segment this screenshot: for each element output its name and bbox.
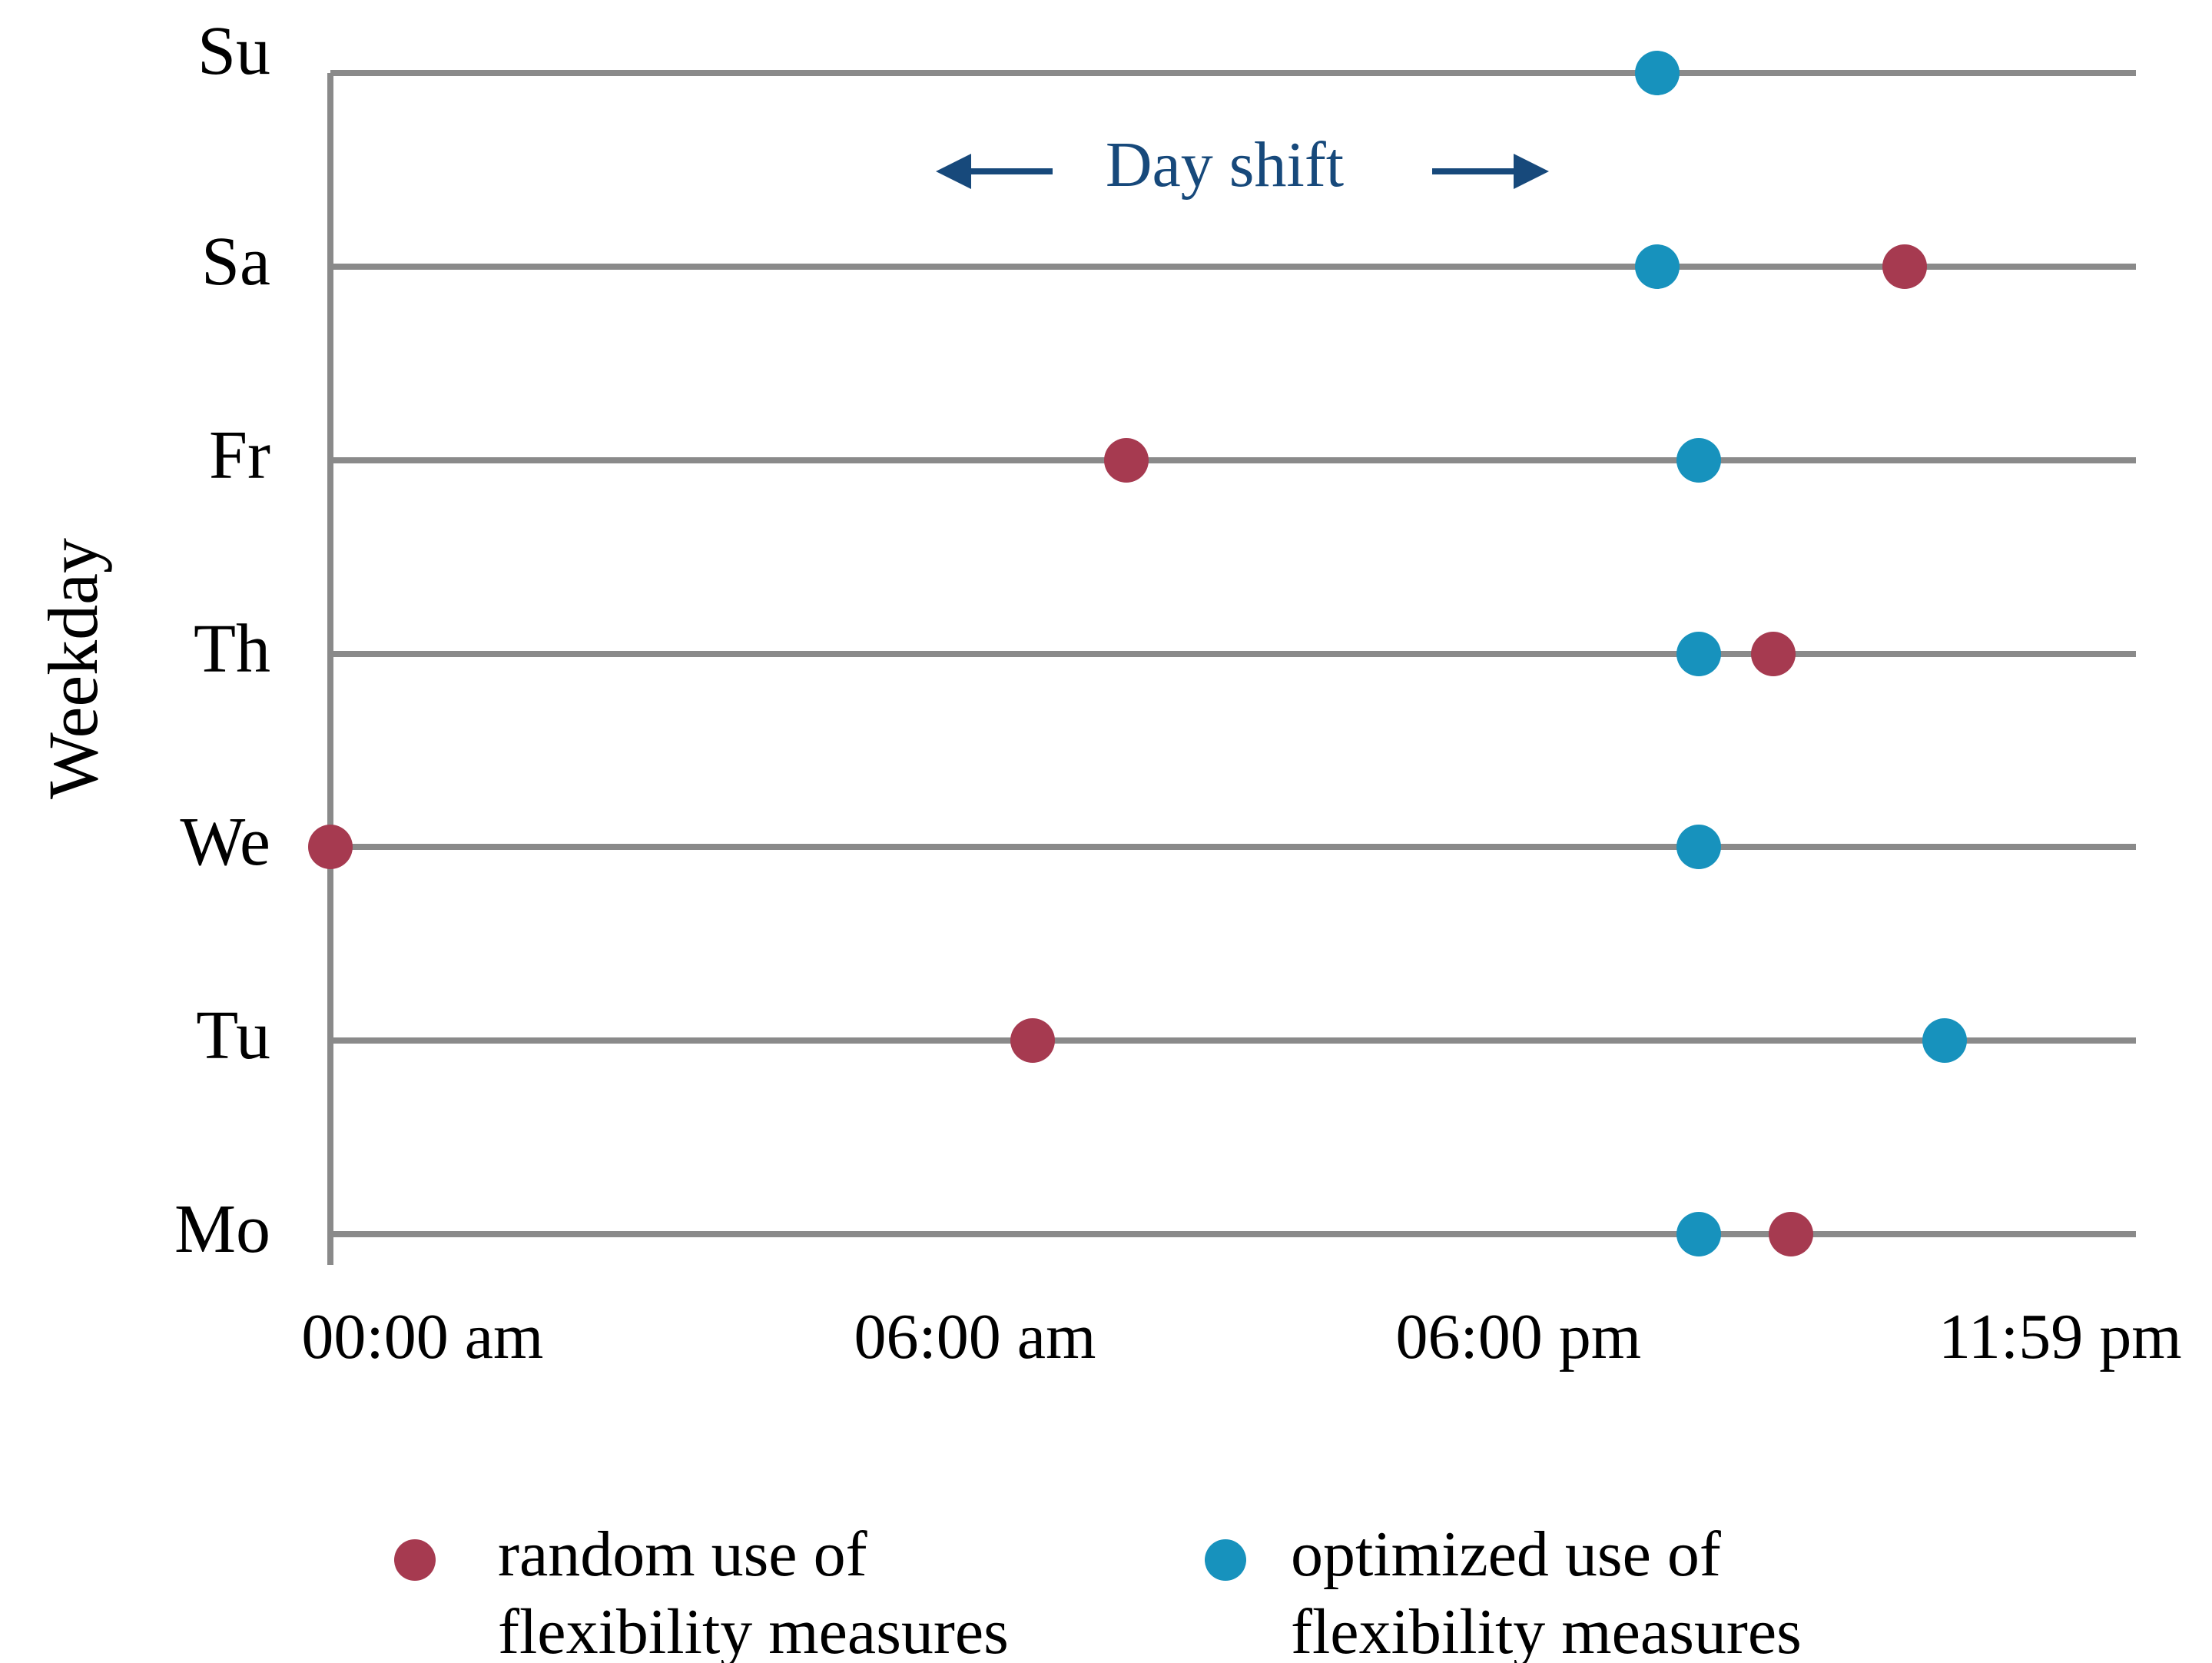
gridline-sa xyxy=(330,263,2136,270)
x-tick-label: 06:00 am xyxy=(854,1301,1096,1373)
arrow-shaft xyxy=(1432,168,1514,174)
data-point-optimized-su xyxy=(1635,51,1680,95)
gridline-su xyxy=(330,70,2136,76)
data-point-optimized-tu xyxy=(1922,1018,1967,1064)
legend-marker-optimized-icon xyxy=(1205,1539,1246,1581)
day-shift-arrow-right-icon xyxy=(1432,154,1549,189)
day-shift-arrow-left-icon xyxy=(936,154,1053,189)
data-point-random-th xyxy=(1750,631,1796,676)
y-axis-title: Weekday xyxy=(34,538,112,799)
y-tick-label-sa: Sa xyxy=(201,223,270,300)
gridline-fr xyxy=(330,456,2136,463)
x-tick-label: 06:00 pm xyxy=(1395,1301,1642,1373)
legend-label-random-line2: flexibility measures xyxy=(498,1596,1009,1663)
y-tick-label-we: We xyxy=(180,804,270,881)
data-point-optimized-mo xyxy=(1676,1212,1722,1256)
y-tick-label-su: Su xyxy=(197,13,270,89)
data-point-random-mo xyxy=(1769,1212,1814,1256)
data-point-random-tu xyxy=(1010,1018,1056,1064)
x-tick-label: 11:59 pm xyxy=(1938,1301,2182,1373)
gridline-th xyxy=(330,650,2136,657)
data-point-optimized-th xyxy=(1676,631,1722,676)
y-tick-label-tu: Tu xyxy=(196,997,270,1074)
data-point-optimized-sa xyxy=(1635,244,1680,289)
day-shift-annotation: Day shift xyxy=(1105,129,1345,201)
legend-label-random-line1: random use of xyxy=(498,1519,867,1590)
y-tick-label-th: Th xyxy=(194,610,270,687)
y-tick-label-fr: Fr xyxy=(208,417,270,493)
legend-label-optimized-line1: optimized use of xyxy=(1291,1519,1721,1590)
arrow-shaft xyxy=(971,168,1053,174)
data-point-random-we xyxy=(308,825,353,870)
gridline-tu xyxy=(330,1037,2136,1044)
gridline-mo xyxy=(330,1231,2136,1237)
legend-marker-random-icon xyxy=(394,1539,436,1581)
legend-label-optimized-line2: flexibility measures xyxy=(1291,1596,1802,1663)
legend-label-optimized: optimized use of flexibility measures xyxy=(1291,1515,1802,1663)
y-tick-label-mo: Mo xyxy=(174,1191,270,1267)
gridline-we xyxy=(330,844,2136,851)
data-point-optimized-we xyxy=(1676,825,1722,870)
data-point-random-fr xyxy=(1104,437,1149,483)
x-tick-label: 00:00 am xyxy=(301,1301,544,1373)
legend-label-random: random use of flexibility measures xyxy=(498,1515,1009,1663)
data-point-random-sa xyxy=(1882,244,1928,289)
arrowhead-left xyxy=(936,154,971,189)
y-axis-line xyxy=(327,73,333,1265)
arrowhead-right xyxy=(1514,154,1549,189)
data-point-optimized-fr xyxy=(1676,437,1722,483)
